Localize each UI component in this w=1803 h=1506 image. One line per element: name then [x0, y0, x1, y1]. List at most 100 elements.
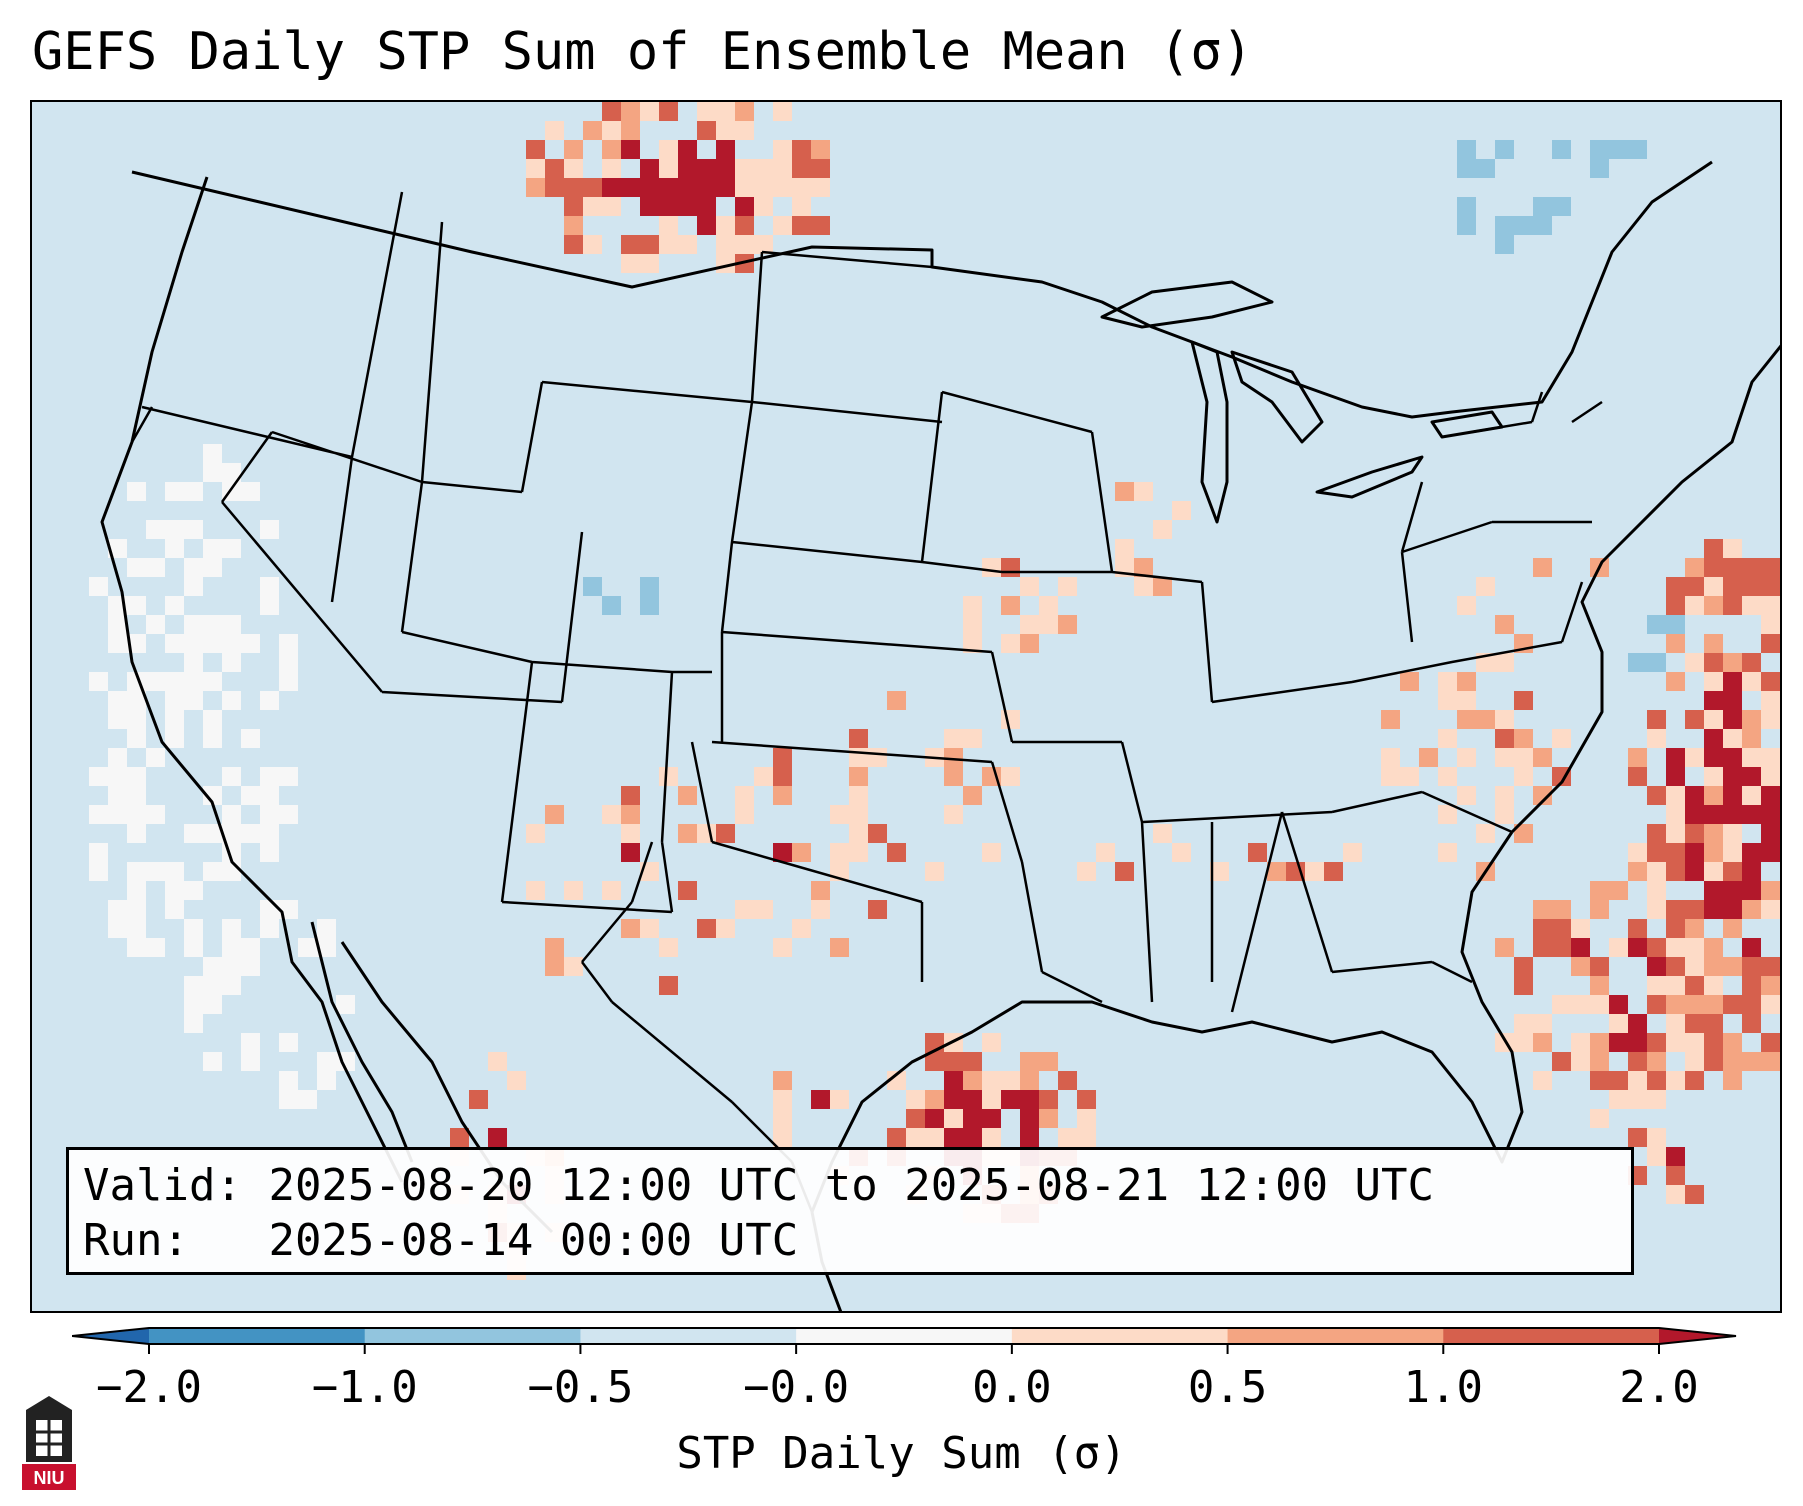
grid-cell [621, 140, 640, 159]
grid-cell [1780, 938, 1782, 957]
grid-cell [1723, 1052, 1742, 1071]
grid-cell [1666, 862, 1685, 881]
grid-cell [1438, 729, 1457, 748]
grid-cell [697, 919, 716, 938]
grid-cell [1666, 938, 1685, 957]
grid-cell [1666, 957, 1685, 976]
grid-cell [1666, 805, 1685, 824]
grid-cell [127, 596, 146, 615]
colorbar-under-arrow [72, 1328, 149, 1344]
grid-cell [1001, 558, 1020, 577]
grid-cell [963, 634, 982, 653]
grid-cell [1077, 1128, 1096, 1147]
grid-cell [1723, 843, 1742, 862]
grid-cell [963, 596, 982, 615]
grid-cell [773, 159, 792, 178]
grid-cell [1742, 596, 1761, 615]
grid-cell [279, 805, 298, 824]
grid-cell [1685, 748, 1704, 767]
grid-cell [146, 748, 165, 767]
grid-cell [602, 805, 621, 824]
grid-cell [1001, 596, 1020, 615]
grid-cell [944, 1071, 963, 1090]
grid-cell [1495, 653, 1514, 672]
grid-cell [1723, 786, 1742, 805]
grid-cell [621, 121, 640, 140]
grid-cell [184, 976, 203, 995]
grid-cell [602, 121, 621, 140]
grid-cell [260, 900, 279, 919]
colorbar-tick-label: −1.0 [311, 1362, 418, 1413]
grid-cell [1780, 824, 1782, 843]
grid-cell [1742, 672, 1761, 691]
grid-cell [1628, 1014, 1647, 1033]
grid-cell [773, 1109, 792, 1128]
grid-cell [1647, 653, 1666, 672]
grid-cell [1704, 862, 1723, 881]
grid-cell [108, 919, 127, 938]
grid-cell [1020, 1109, 1039, 1128]
grid-cell [792, 159, 811, 178]
grid-cell [203, 786, 222, 805]
grid-cell [1609, 881, 1628, 900]
grid-cell [602, 596, 621, 615]
baja-peninsula [310, 921, 414, 1163]
grid-cell [545, 121, 564, 140]
grid-cell [621, 102, 640, 121]
grid-cell [963, 1090, 982, 1109]
grid-cell [944, 1109, 963, 1128]
grid-cell [1609, 995, 1628, 1014]
grid-cell [1666, 824, 1685, 843]
grid-cell [1495, 748, 1514, 767]
grid-cell [944, 1052, 963, 1071]
grid-cell [659, 216, 678, 235]
grid-cell [1457, 216, 1476, 235]
grid-cell [1457, 159, 1476, 178]
grid-cell [1742, 995, 1761, 1014]
us-canada-border [131, 160, 1713, 419]
grid-cell [735, 786, 754, 805]
grid-cell [1685, 1052, 1704, 1071]
grid-cell [1590, 900, 1609, 919]
grid-cell [1020, 1052, 1039, 1071]
grid-cell [944, 1128, 963, 1147]
grid-cell [1001, 767, 1020, 786]
grid-cell [1438, 767, 1457, 786]
grid-cell [1704, 938, 1723, 957]
grid-cell [1609, 938, 1628, 957]
run-time: 2025-08-14 00:00 UTC [268, 1215, 799, 1266]
colorbar-segment [364, 1328, 581, 1344]
grid-cell [1628, 919, 1647, 938]
grid-cell [1742, 881, 1761, 900]
grid-cell [203, 672, 222, 691]
grid-cell [583, 577, 602, 596]
grid-cell [925, 1128, 944, 1147]
grid-cell [640, 197, 659, 216]
grid-cell [1039, 615, 1058, 634]
grid-cell [868, 824, 887, 843]
grid-cell [1704, 1052, 1723, 1071]
grid-cell [1533, 748, 1552, 767]
grid-cell [89, 843, 108, 862]
grid-cell [127, 938, 146, 957]
grid-cell [849, 843, 868, 862]
grid-cell [1476, 824, 1495, 843]
grid-cell [811, 900, 830, 919]
grid-cell [1723, 805, 1742, 824]
grid-cell [982, 767, 1001, 786]
grid-cell [1552, 919, 1571, 938]
grid-cell [811, 1090, 830, 1109]
grid-cell [963, 1109, 982, 1128]
grid-cell [1039, 1090, 1058, 1109]
grid-cell [868, 900, 887, 919]
grid-cell [1115, 862, 1134, 881]
grid-cell [1020, 1071, 1039, 1090]
grid-cell [1514, 748, 1533, 767]
grid-cell [1495, 235, 1514, 254]
grid-cell [678, 197, 697, 216]
grid-cell [1495, 140, 1514, 159]
grid-cell [1704, 710, 1723, 729]
grid-cell [602, 102, 621, 121]
grid-cell [1647, 995, 1666, 1014]
colorbar-segment [1227, 1328, 1444, 1344]
